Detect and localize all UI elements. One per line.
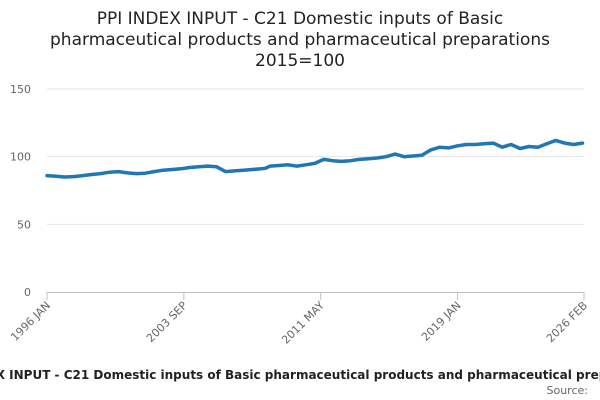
y-tick-label: 150 bbox=[10, 83, 31, 96]
x-tick-label: 2011 MAY bbox=[279, 299, 327, 347]
source-label: Source: bbox=[547, 384, 589, 397]
gridlines bbox=[47, 88, 584, 225]
series-line bbox=[45, 138, 585, 179]
y-tick-label: 50 bbox=[17, 218, 31, 231]
y-tick-label: 100 bbox=[10, 151, 31, 164]
chart-title-line-1: PPI INDEX INPUT - C21 Domestic inputs of… bbox=[97, 9, 503, 29]
legend-entry[interactable]: PPI INDEX INPUT - C21 Domestic inputs of… bbox=[0, 368, 600, 382]
x-tick-label: 2003 SEP bbox=[144, 299, 190, 345]
x-tick-label: 1996 JAN bbox=[8, 299, 53, 344]
plot-area bbox=[45, 138, 585, 179]
chart-title-line-3: 2015=100 bbox=[255, 51, 345, 71]
y-tick-label: 0 bbox=[24, 286, 31, 299]
x-tick-label: 2019 JAN bbox=[419, 299, 464, 344]
chart-title-line-2: pharmaceutical products and pharmaceutic… bbox=[50, 30, 550, 50]
y-axis: 0 50 100 150 bbox=[10, 83, 31, 299]
x-axis: 1996 JAN 2003 SEP 2011 MAY 2019 JAN 2026 FEB bbox=[8, 292, 590, 347]
x-tick-label: 2026 FEB bbox=[544, 299, 590, 345]
